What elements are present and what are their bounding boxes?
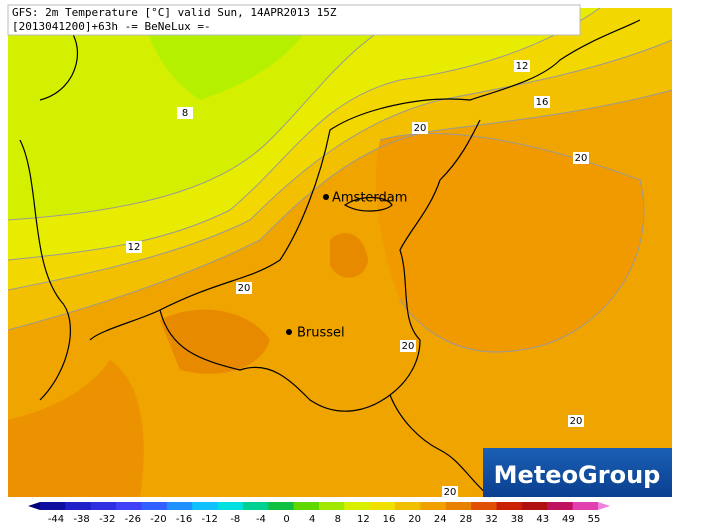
contour-label: 20 [414,123,427,134]
borders [19,19,641,498]
header-box [7,4,581,36]
contour-label: 20 [444,487,457,498]
colorbar: -44 -38 -32 -26 -20 -16 -12 -8 -4 0 4 8 12 16 20 24 28 32… [28,502,610,525]
colorbar-label: 38 [511,514,524,525]
city-label: Amsterdam [332,191,407,206]
colorbar-segment [166,502,193,510]
contour-label: 20 [402,341,415,352]
colorbar-segment [496,502,523,510]
colorbar-label: -12 [202,514,218,525]
contour-label-bg [573,152,589,164]
zone-dark-orange [160,309,270,374]
colorbar-segment [369,502,396,510]
zone-orange [376,133,644,352]
colorbar-segment [217,502,244,510]
contour-label: 16 [536,97,549,108]
zone-dark-orange [330,232,368,278]
city-dot [323,194,329,200]
contour-label-bg [236,282,252,294]
colorbar-label: -38 [73,514,89,525]
colorbar-label: 8 [335,514,341,525]
border [389,394,491,498]
colorbar-label: 12 [357,514,370,525]
colorbar-label: 55 [588,514,601,525]
city-dot [286,329,292,335]
colorbar-label: -16 [176,514,192,525]
colorbar-segment [40,502,66,510]
colorbar-segment [420,502,447,510]
colorbar-segment [116,502,142,510]
colorbar-segment [521,502,548,510]
contour-label-bg [442,486,458,498]
contour-label: 20 [575,153,588,164]
logo-box [483,448,672,497]
contour-label: 20 [238,283,251,294]
colorbar-label: 24 [434,514,447,525]
contour-label-bg [534,96,550,108]
isotherm [379,133,645,353]
colorbar-end [598,502,610,510]
colorbar-segment [65,502,92,510]
contour-label-bg [400,340,416,352]
colorbar-label: -26 [125,514,141,525]
contour-label-bg [412,122,428,134]
zone-light-green [8,8,420,220]
isotherm [7,39,673,291]
colorbar-label: 20 [408,514,421,525]
colorbar-segment [90,502,117,510]
colorbar-segment [192,502,219,510]
city-label: Brussel [297,326,345,341]
colorbar-segment [242,502,269,510]
colorbar-segment [319,502,345,510]
lake [343,196,393,212]
colorbar-label: -20 [150,514,166,525]
contour-label-bg [177,107,193,119]
colorbar-label: 32 [485,514,498,525]
isotherm [7,89,673,331]
contour-label-bg [514,60,530,72]
colorbar-segment [141,502,168,510]
contour-label: 12 [516,61,529,72]
colorbar-label: -8 [230,514,240,525]
colorbar-segment [293,502,320,510]
colorbar-label: -44 [48,514,64,525]
colorbar-label: 43 [536,514,549,525]
colorbar-segment [395,502,421,510]
logo: MeteoGroup [494,461,661,489]
colorbar-label: -32 [99,514,115,525]
colorbar-end [28,502,40,510]
contour-label: 12 [128,242,141,253]
isotherm [7,7,421,221]
colorbar-label: 16 [383,514,396,525]
colorbar-label: -4 [256,514,266,525]
contour-labels: 12 16 20 20 8 12 20 20 20 20 [126,60,589,498]
zone-orange [8,360,144,497]
colorbar-segment [268,502,295,510]
colorbar-segment [445,502,472,510]
contour-label: 8 [182,108,188,119]
colorbar-segment [572,502,599,510]
colorbar-label: 4 [309,514,315,525]
colorbar-segment [344,502,371,510]
contour-label-bg [126,241,142,253]
colorbar-label: 49 [562,514,575,525]
colorbar-label: 28 [460,514,473,525]
header-line: [2013041200]+63h -= BeNeLux =- [12,20,211,33]
contour-label: 20 [570,416,583,427]
contour-label-bg [568,415,584,427]
colorbar-label: 0 [283,514,289,525]
colorbar-segment [547,502,574,510]
header-line: GFS: 2m Temperature [°C] valid Sun, 14AP… [12,6,337,19]
border [159,119,481,412]
colorbar-segment [471,502,498,510]
